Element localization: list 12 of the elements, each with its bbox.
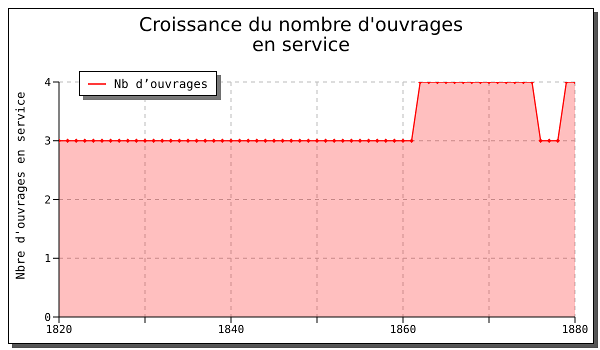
legend-label: Nb d’ouvrages <box>113 77 208 91</box>
y-tick-label: 1 <box>44 252 51 266</box>
y-tick-label: 3 <box>44 134 51 148</box>
y-axis-title: Nbre d'ouvrages en service <box>13 92 28 280</box>
y-tick-label: 4 <box>44 76 52 89</box>
chart-title: Croissance du nombre d'ouvrages en service <box>138 14 464 56</box>
x-tick-label: 1840 <box>218 322 244 336</box>
x-tick-label: 1860 <box>390 322 416 336</box>
x-tick-label: 1820 <box>46 322 72 336</box>
x-tick-label: 1880 <box>562 322 588 336</box>
y-tick-label: 0 <box>44 310 51 324</box>
y-tick-label: 2 <box>44 193 51 206</box>
